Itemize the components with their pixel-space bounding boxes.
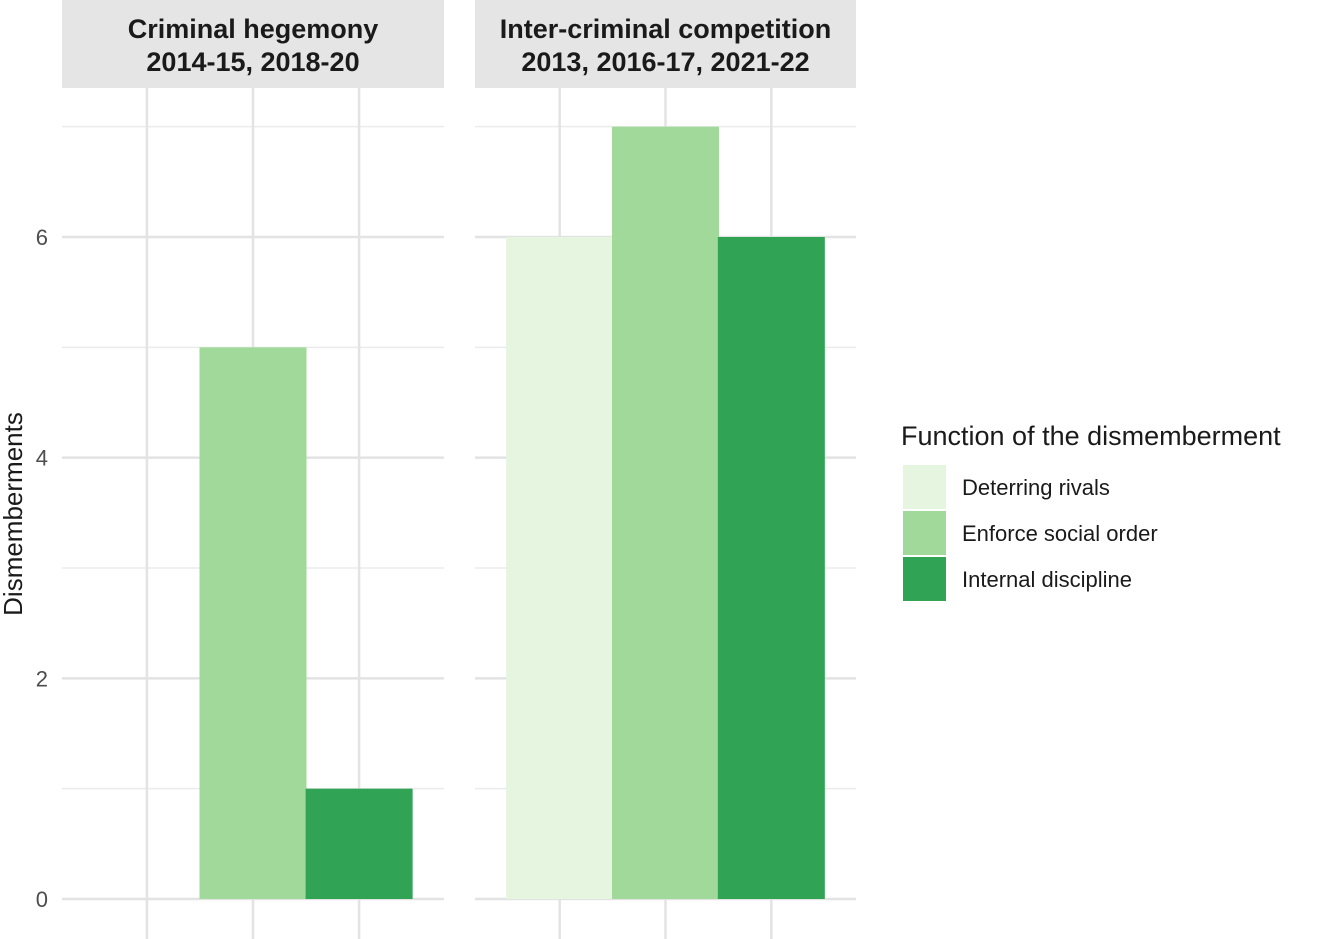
bar-deterring-rivals [506,237,614,899]
panel-title-line2: 2014-15, 2018-20 [146,47,359,77]
bar-enforce-social-order [199,347,307,899]
bar-enforce-social-order [612,126,719,899]
legend: Function of the dismemberment Deterring r… [901,421,1281,601]
legend-key-swatch [903,465,946,509]
y-tick-label: 0 [36,887,48,912]
legend-entry-label: Internal discipline [962,567,1132,592]
bar-internal-discipline [717,237,825,899]
legend-title: Function of the dismemberment [901,421,1281,451]
y-tick-label: 2 [36,666,48,691]
panel-title-line1: Criminal hegemony [128,14,379,44]
panel-strip-background [62,0,444,88]
bar-internal-discipline [305,788,413,899]
legend-key-swatch [903,511,946,555]
legend-entry-label: Enforce social order [962,521,1158,546]
y-tick-label: 6 [36,225,48,250]
panel-title-line2: 2013, 2016-17, 2021-22 [521,47,809,77]
legend-entry-label: Deterring rivals [962,475,1110,500]
y-axis-title: Dismemberments [0,412,28,616]
y-tick-label: 4 [36,446,48,471]
panel-strip-background [475,0,856,88]
legend-key-swatch [903,557,946,601]
panel-title-line1: Inter-criminal competition [500,14,832,44]
y-axis: 0 2 4 6 [36,225,48,912]
